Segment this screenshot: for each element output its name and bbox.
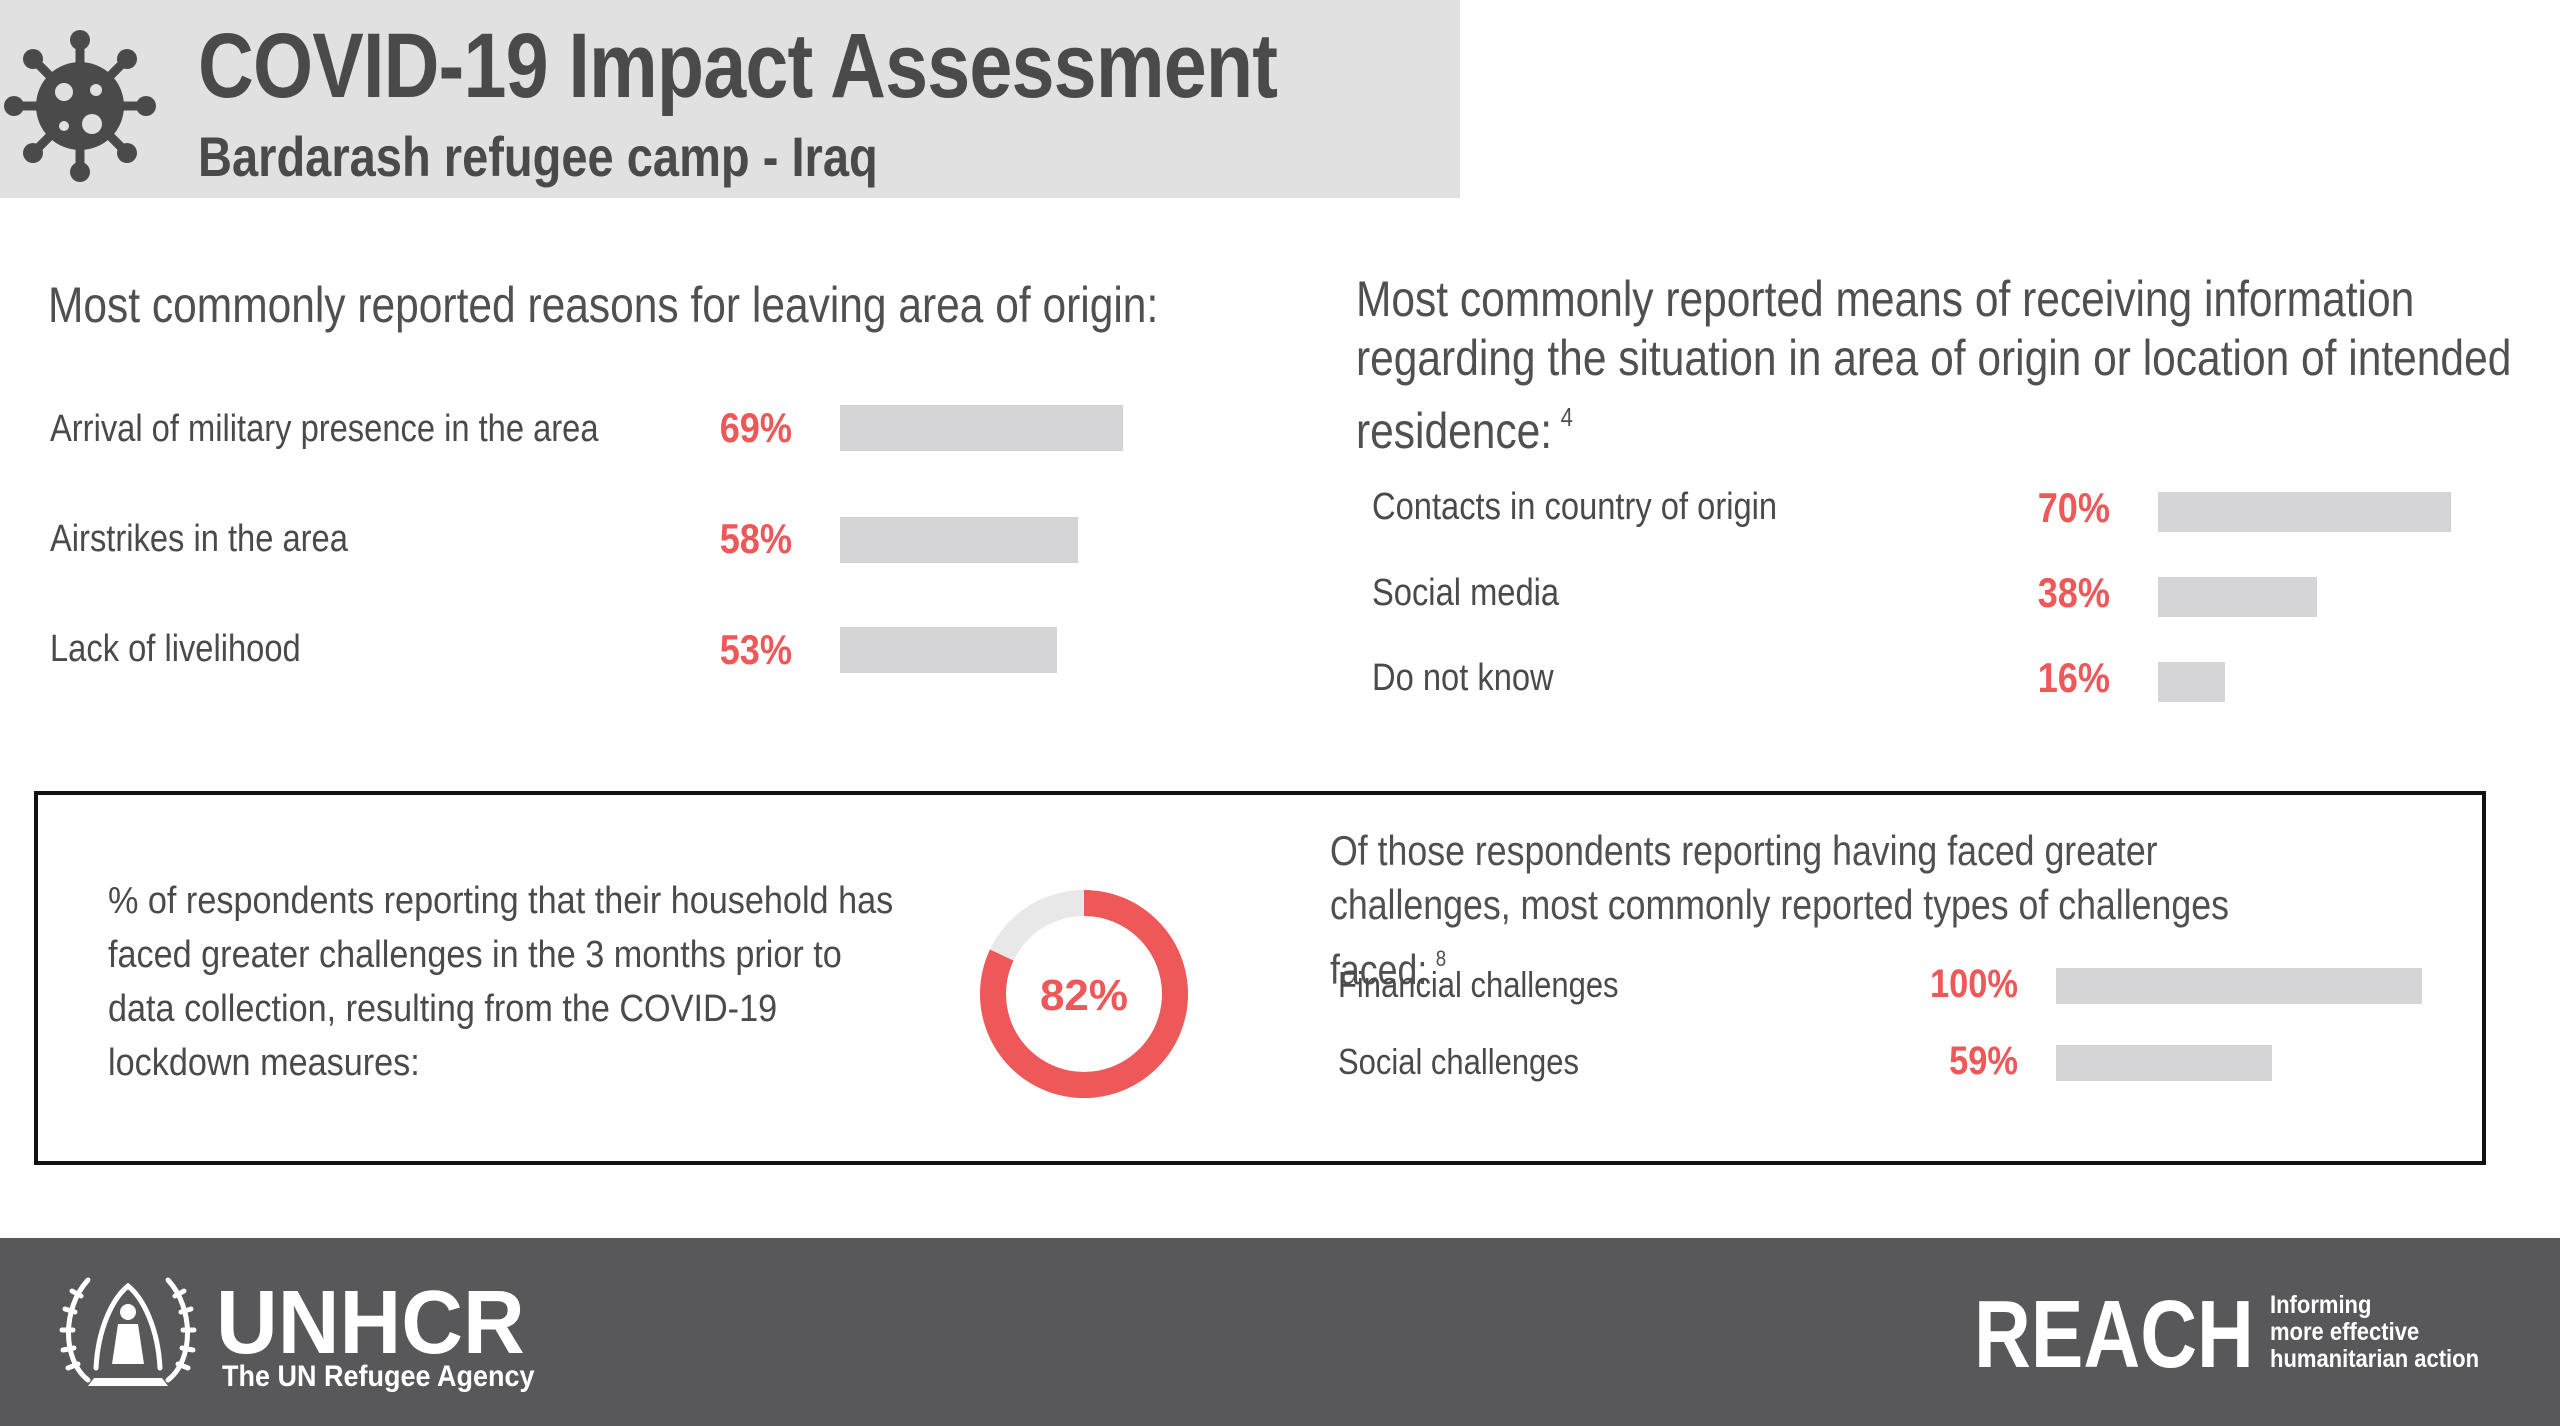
footnote-marker: 4 [1560,402,1573,432]
chart-title-reasons: Most commonly reported reasons for leavi… [48,277,1159,333]
bar [840,517,1078,563]
bar [2056,1045,2272,1081]
bar-label: Do not know [1372,657,1554,699]
reach-tagline-line: humanitarian action [2270,1345,2480,1373]
reach-tagline: Informing more effective humanitarian ac… [2270,1292,2499,1373]
virus-icon [4,30,156,182]
reach-wordmark: REACH [1974,1281,2254,1388]
bar-label: Social media [1372,572,1560,614]
bar-value-label: 70% [2037,484,2110,531]
bar-label: Arrival of military presence in the area [50,408,599,450]
bar-value-label: 53% [719,626,792,673]
donut-slice [980,890,1188,1098]
bar-value-label: 58% [719,515,792,562]
unhcr-logo-icon [59,1277,197,1386]
unhcr-wordmark: UNHCR [216,1273,525,1373]
bar [2158,492,2451,532]
bar-label: Contacts in country of origin [1372,486,1778,528]
bar-label: Social challenges [1338,1041,1579,1082]
bar-value-label: 59% [1949,1039,2018,1083]
footer-bar [0,1238,2560,1426]
chart-title-challenge-types: Of those respondents reporting having fa… [1330,824,2308,997]
chart-title-challenge-types-text: Of those respondents reporting having fa… [1330,827,2229,993]
page-subtitle: Bardarash refugee camp - Iraq [198,125,878,188]
bar-label: Lack of livelihood [50,628,301,670]
chart-title-information-text: Most commonly reported means of receivin… [1356,271,2512,459]
bar [2158,662,2225,702]
chart-title-information: Most commonly reported means of receivin… [1356,270,2521,461]
bar [840,627,1058,673]
bar-value-label: 69% [719,404,792,451]
bar-value-label: 38% [2037,569,2110,616]
donut-value-label: 82% [1040,971,1128,1020]
page-title: COVID-19 Impact Assessment [198,15,1278,117]
footnote-marker: 8 [1435,946,1447,971]
bar-value-label: 100% [1930,962,2018,1006]
bar [2158,577,2317,617]
bar-label: Financial challenges [1338,964,1619,1005]
unhcr-tagline: The UN Refugee Agency [222,1360,535,1393]
bar [2056,968,2422,1004]
challenges-donut-chart: 82% [980,890,1188,1098]
reach-tagline-line: more effective [2270,1318,2420,1346]
reach-tagline-line: Informing [2270,1291,2372,1319]
bar [840,405,1123,451]
bar-label: Airstrikes in the area [50,518,348,560]
bar-value-label: 16% [2037,654,2110,701]
household-challenges-text: % of respondents reporting that their ho… [108,880,894,1084]
header-banner [0,0,1460,198]
challenges-panel [34,791,2486,1165]
